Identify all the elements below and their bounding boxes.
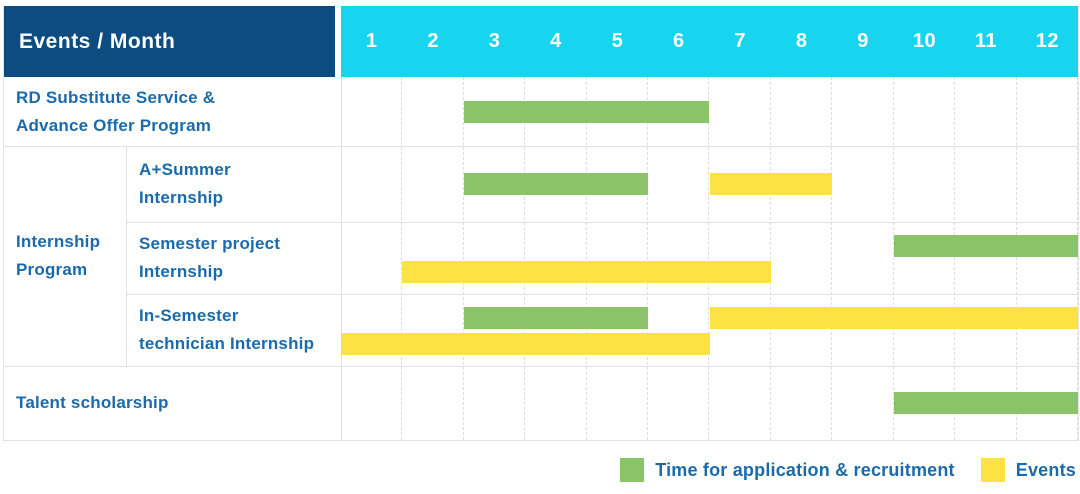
legend-label-events: Events [1015,459,1076,480]
column-divider-line [126,146,127,366]
row-label-line: RD Substitute Service & [16,87,216,107]
row-label-line: Internship [139,262,224,281]
row-label-talent-scholarship: Talent scholarship [4,366,341,440]
month-header-4: 4 [550,30,562,52]
month-header-12: 12 [1035,30,1059,52]
row-label-in-semester-technician-internship: In-Semester technician Internship [126,294,341,366]
month-column-11 [955,77,1017,440]
row-label-semester-project-internship: Semester project Internship [126,222,341,294]
month-header-9: 9 [857,30,869,52]
bar-application-a-plus-summer-internship [463,173,649,195]
month-column-6 [648,77,710,440]
month-column-12 [1017,77,1078,440]
schedule-table: Events / Month 1 2 3 4 5 6 7 8 9 10 11 12 RD Substi… [3,6,1079,441]
month-column-8 [771,77,833,440]
row-divider-line [126,222,1078,223]
month-header-2: 2 [427,30,439,52]
month-column-1 [341,77,403,440]
month-header-row: 1 2 3 4 5 6 7 8 9 10 11 12 [341,6,1078,77]
row-label-line: technician Internship [139,334,315,353]
bar-events-in-semester-technician-internship [709,307,1078,329]
row-label-line: Semester project [139,234,281,253]
month-column-4 [525,77,587,440]
month-header-1: 1 [365,30,378,52]
legend-item-application: Time for application & recruitment [620,458,955,482]
month-column-2 [402,77,464,440]
table-title: Events / Month [4,6,335,77]
bar-application-rd-substitute-service-advance-offer-program [463,101,710,123]
month-column-9 [832,77,894,440]
legend: Time for application & recruitment Events [594,453,1076,487]
row-label-line: A+Summer [139,160,231,179]
column-divider-line [341,77,342,440]
month-column-5 [587,77,649,440]
month-grid [341,77,1078,440]
bar-events-a-plus-summer-internship [709,173,833,195]
row-label-a-plus-summer-internship: A+Summer Internship [126,146,341,222]
row-label-line: Internship [139,188,224,207]
legend-label-application: Time for application & recruitment [655,459,955,480]
row-divider-line [126,294,1078,295]
row-label-line: In-Semester [139,306,239,325]
row-label-rd-substitute-service-advance-offer-program: RD Substitute Service & Advance Offer Pro… [4,77,341,146]
bar-application-in-semester-technician-internship [463,307,649,329]
month-header-8: 8 [795,30,808,52]
legend-swatch-application [620,458,645,482]
group-label-line: Program [16,260,88,279]
row-label-line: Talent scholarship [16,393,169,412]
row-divider-line [4,366,1078,367]
month-header-7: 7 [734,30,747,52]
bar-application-semester-project-internship [893,235,1078,257]
legend-swatch-events [980,458,1005,482]
bar-application-talent-scholarship [893,392,1078,414]
month-header-10: 10 [912,30,937,52]
row-divider-line [4,146,1078,147]
month-column-7 [710,77,771,440]
bar-events-in-semester-technician-internship [341,333,710,355]
group-label-internship-program: Internship Program [4,146,126,366]
month-header-6: 6 [673,30,685,52]
month-header-11: 11 [974,30,997,52]
month-header-3: 3 [488,30,501,52]
bar-events-semester-project-internship [402,261,771,283]
row-label-line: Advance Offer Program [16,115,212,135]
month-column-3 [464,77,526,440]
group-label-line: Internship [16,232,101,251]
month-column-10 [894,77,956,440]
legend-item-events: Events [980,458,1076,482]
month-header-5: 5 [611,30,624,52]
